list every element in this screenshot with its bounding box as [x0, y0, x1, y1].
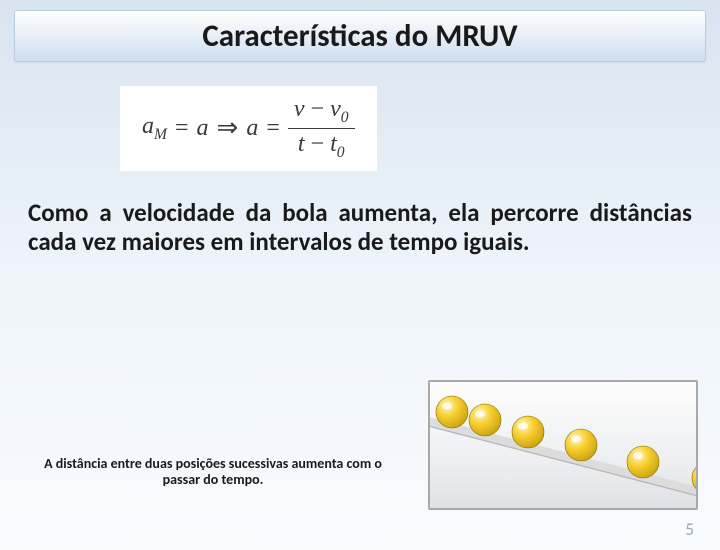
eq-num-v: v: [294, 96, 305, 122]
title-bar: Características do MRUV: [14, 10, 706, 62]
ramp-diagram: [428, 380, 698, 510]
eq-var-a1: a: [197, 115, 209, 142]
eq-numerator: v − v0: [288, 96, 355, 129]
eq-equals-1: =: [175, 115, 189, 142]
eq-denominator: t − t0: [292, 129, 351, 161]
eq-den-t0-var: t: [330, 131, 337, 157]
implies-icon: ⇒: [217, 113, 239, 143]
eq-var-a2: a: [246, 115, 258, 142]
eq-minus-1: −: [311, 96, 325, 122]
eq-lhs: aM: [142, 113, 167, 144]
body-paragraph: Como a velocidade da bola aumenta, ela p…: [28, 199, 692, 257]
equation: aM = a ⇒ a = v − v0 t − t0: [142, 96, 355, 161]
eq-var-aM: a: [142, 113, 154, 139]
page-title: Características do MRUV: [202, 17, 517, 55]
eq-den-t0: t0: [330, 131, 344, 157]
eq-minus-2: −: [311, 131, 325, 157]
eq-num-v0-sub: 0: [341, 109, 349, 126]
eq-num-v0-var: v: [330, 96, 341, 122]
page-number: 5: [685, 519, 694, 540]
equation-box: aM = a ⇒ a = v − v0 t − t0: [120, 86, 377, 171]
eq-num-v0: v0: [330, 96, 348, 122]
eq-den-t: t: [298, 131, 305, 157]
eq-sub-M: M: [154, 126, 167, 143]
ramp-svg: [430, 382, 698, 510]
eq-den-t0-sub: 0: [337, 144, 345, 161]
diagram-caption: A distância entre duas posições sucessiv…: [28, 456, 398, 488]
eq-fraction: v − v0 t − t0: [288, 96, 355, 161]
eq-equals-2: =: [266, 115, 280, 142]
